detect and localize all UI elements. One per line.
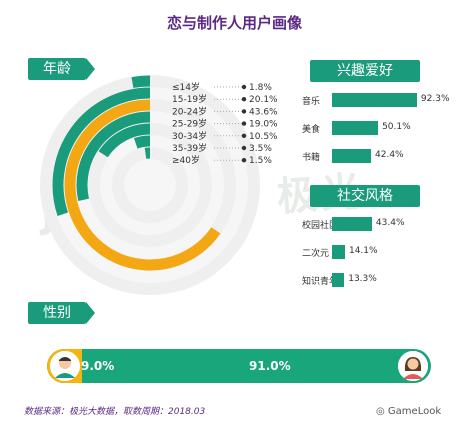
section-tag-age: 年龄 (28, 58, 95, 80)
bar-value-label: 13.3% (348, 274, 377, 284)
bar-fill (332, 245, 345, 259)
age-arc (98, 123, 151, 158)
bar-fill (332, 217, 372, 231)
age-leader-dot (241, 133, 247, 138)
male-avatar-icon (50, 351, 80, 381)
bar-category-label: 书籍 (302, 153, 321, 163)
age-value-label: 1.8% (249, 83, 272, 93)
age-arc (76, 111, 151, 202)
age-arc (52, 87, 151, 216)
brand-label: ◎ GameLook (376, 406, 441, 417)
bar-category-label: 知识青年 (302, 277, 339, 287)
gender-female-value: 91.0% (249, 359, 291, 373)
page-title: 恋与制作人用户画像 (166, 14, 302, 32)
age-category-label: 35-39岁 (172, 142, 207, 154)
age-category-label: 30-34岁 (172, 130, 207, 142)
age-value-label: 1.5% (249, 156, 272, 166)
bar-category-label: 音乐 (302, 97, 321, 107)
female-avatar-icon (398, 351, 428, 381)
bar-value-label: 50.1% (382, 122, 411, 132)
age-value-label: 10.5% (249, 132, 278, 142)
age-leader-dot (241, 84, 247, 90)
bar-fill (332, 273, 345, 287)
bar-fill (332, 121, 379, 135)
age-value-label: 19.0% (249, 120, 278, 130)
age-leader-dot (241, 121, 247, 126)
age-value-label: 20.1% (249, 95, 278, 105)
bar-category-label: 美食 (302, 125, 321, 135)
age-value-label: 3.5% (249, 144, 272, 154)
age-category-label: 20-24岁 (172, 105, 207, 117)
section-tag-social: 社交风格 (310, 185, 420, 207)
age-category-label: 15-19岁 (172, 93, 207, 105)
bar-value-label: 92.3% (420, 94, 450, 104)
age-category-label: ≤14岁 (172, 81, 200, 93)
bar-fill (332, 93, 417, 107)
bar-value-label: 43.4% (375, 218, 405, 228)
age-leader-dot (241, 158, 247, 163)
bar-value-label: 42.4% (375, 150, 404, 160)
bar-value-label: 14.1% (348, 246, 378, 256)
gender-male-value: 9.0% (81, 359, 115, 373)
age-bg-ring (124, 159, 176, 211)
age-leader-dot (241, 97, 247, 102)
age-leader-dot (241, 109, 247, 114)
age-arc (64, 99, 221, 271)
age-leader-dot (241, 145, 247, 151)
brand-text: GameLook (387, 406, 442, 417)
data-source-footnote: 数据来源：极光大数据，取数周期：2018.03 (24, 407, 206, 417)
gender-bar: 9.0% 91.0% (47, 349, 431, 383)
age-arc (131, 75, 151, 88)
bar-fill (332, 149, 371, 163)
section-tag-interest: 兴趣爱好 (310, 60, 420, 82)
bar-category-label: 校园社区 (302, 221, 339, 231)
bar-category-label: 二次元 (302, 249, 330, 259)
age-category-label: ≥40岁 (172, 154, 200, 166)
age-category-label: 25-29岁 (172, 118, 207, 130)
section-tag-gender: 性别 (28, 302, 95, 324)
age-value-label: 43.6% (249, 107, 278, 117)
wechat-icon: ◎ (376, 406, 385, 417)
age-arc (133, 135, 151, 149)
